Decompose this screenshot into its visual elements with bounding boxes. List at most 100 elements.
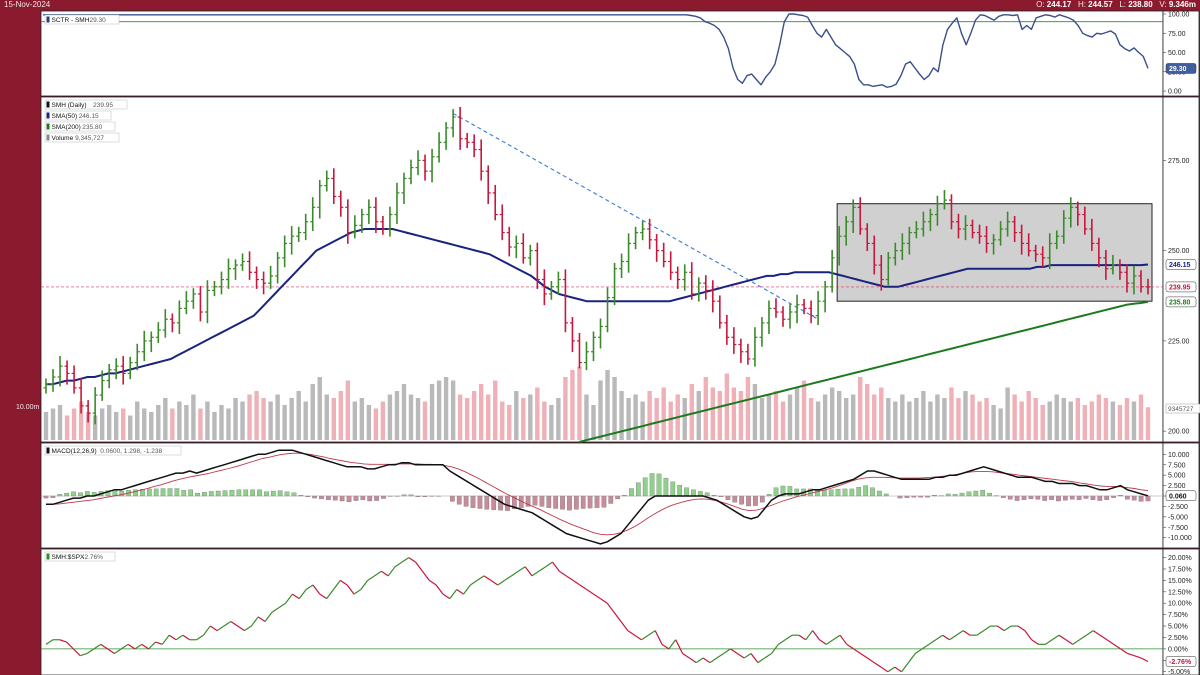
volume-bar (647, 391, 652, 440)
volume-bar (1033, 398, 1038, 440)
volume-bar (429, 384, 435, 440)
sctr-line (43, 13, 1149, 88)
volume-bar (226, 408, 231, 440)
relative-segment (326, 589, 334, 600)
relative-segment (832, 634, 841, 641)
volume-bar (914, 398, 919, 440)
volume-bar (387, 394, 393, 440)
price-legend-1-value: 246.15 (79, 113, 99, 120)
price-tick-label: 225.00 (1168, 338, 1190, 345)
volume-bar (331, 398, 336, 440)
relative-segment (600, 598, 608, 604)
volume-bar (717, 391, 723, 440)
price-bar (429, 148, 435, 183)
relative-tick-label: 12.50% (1168, 589, 1192, 596)
relative-segment (120, 643, 129, 650)
volume-bar (233, 398, 238, 440)
sctr-tick-label: 100.00 (1168, 12, 1190, 19)
relative-tick-label: 0.00% (1168, 646, 1188, 653)
volume-bar (542, 401, 547, 440)
price-bar (92, 387, 98, 425)
macd-histogram-bar (635, 482, 641, 497)
macd-tick-label: 10.000 (1168, 452, 1190, 459)
price-bar (626, 233, 632, 273)
price-bar (857, 197, 863, 235)
price-bar (218, 271, 224, 295)
relative-segment (1134, 655, 1142, 659)
volume-bar (317, 377, 322, 440)
price-legend-3-label: Volume (52, 135, 74, 142)
price-bar (106, 364, 112, 389)
price-bar (675, 266, 681, 289)
macd-histogram-bar (202, 492, 207, 497)
relative-segment (641, 634, 649, 641)
volume-bar (71, 408, 77, 440)
chart-date: 15-Nov-2024 (4, 0, 51, 9)
volume-bar (338, 391, 344, 440)
relative-segment (182, 634, 191, 641)
relative-segment (237, 625, 245, 632)
macd-histogram-bar (1063, 495, 1068, 501)
relative-tick-label: -5.00% (1168, 669, 1190, 675)
relative-segment (1017, 625, 1026, 632)
price-bar (892, 242, 898, 266)
volume-bar (282, 405, 287, 440)
price-bar (148, 331, 154, 353)
relative-segment (668, 639, 677, 650)
volume-bar (766, 394, 772, 440)
price-bar (1047, 233, 1053, 270)
price-bar (275, 252, 281, 284)
price-bar (233, 259, 239, 280)
macd-histogram-bar (539, 495, 545, 507)
relative-segment (387, 566, 396, 577)
relative-segment (127, 643, 136, 650)
macd-histogram-bar (284, 491, 290, 497)
volume-bar (822, 394, 828, 440)
volume-bar (507, 405, 512, 440)
price-tick-label: 200.00 (1168, 429, 1190, 436)
price-bar (324, 170, 330, 192)
volume-bar (577, 366, 582, 440)
volume-bar (998, 408, 1003, 440)
volume-bar (521, 398, 526, 440)
price-bar (1103, 249, 1109, 280)
price-bar (443, 122, 449, 150)
relative-segment (196, 634, 204, 641)
relative-segment (107, 648, 115, 654)
relative-segment (935, 634, 943, 641)
macd-histogram-bar (1028, 495, 1034, 500)
relative-segment (716, 652, 724, 659)
relative-segment (449, 589, 458, 600)
relative-tick-label: 5.00% (1168, 624, 1188, 631)
relative-segment (155, 641, 163, 645)
volume-bar (50, 408, 56, 440)
price-bar (408, 159, 414, 185)
relative-segment (216, 625, 225, 632)
macd-tick-label: -10.000 (1168, 535, 1192, 542)
price-bar (647, 218, 653, 250)
relative-segment (1003, 625, 1012, 632)
relative-segment (86, 648, 95, 654)
volume-scale-label: 10.00m (16, 404, 40, 411)
relative-segment (730, 648, 738, 654)
volume-bar (556, 398, 561, 440)
price-legend-2-label: SMA(200) (52, 124, 81, 131)
relative-segment (428, 579, 437, 586)
relative-segment (66, 641, 74, 650)
sctr-last-flag (1165, 63, 1197, 74)
relative-segment (305, 584, 314, 591)
price-legend-3-swatch (46, 134, 50, 141)
relative-segment (538, 566, 546, 572)
price-bar (815, 291, 821, 326)
macd-histogram-bar (601, 495, 607, 508)
macd-histogram-bar (264, 491, 269, 497)
volume-bar (801, 380, 807, 440)
volume-bar (184, 405, 189, 440)
relative-strength-panel: 20.00% 17.50% 15.00% 12.50% 10.00% 7.50% 5.00%… (41, 551, 1197, 675)
volume-bar (92, 415, 98, 440)
volume-bar (935, 394, 940, 440)
price-bar (176, 300, 182, 335)
price-bar (1075, 201, 1081, 226)
price-bar (548, 280, 554, 300)
